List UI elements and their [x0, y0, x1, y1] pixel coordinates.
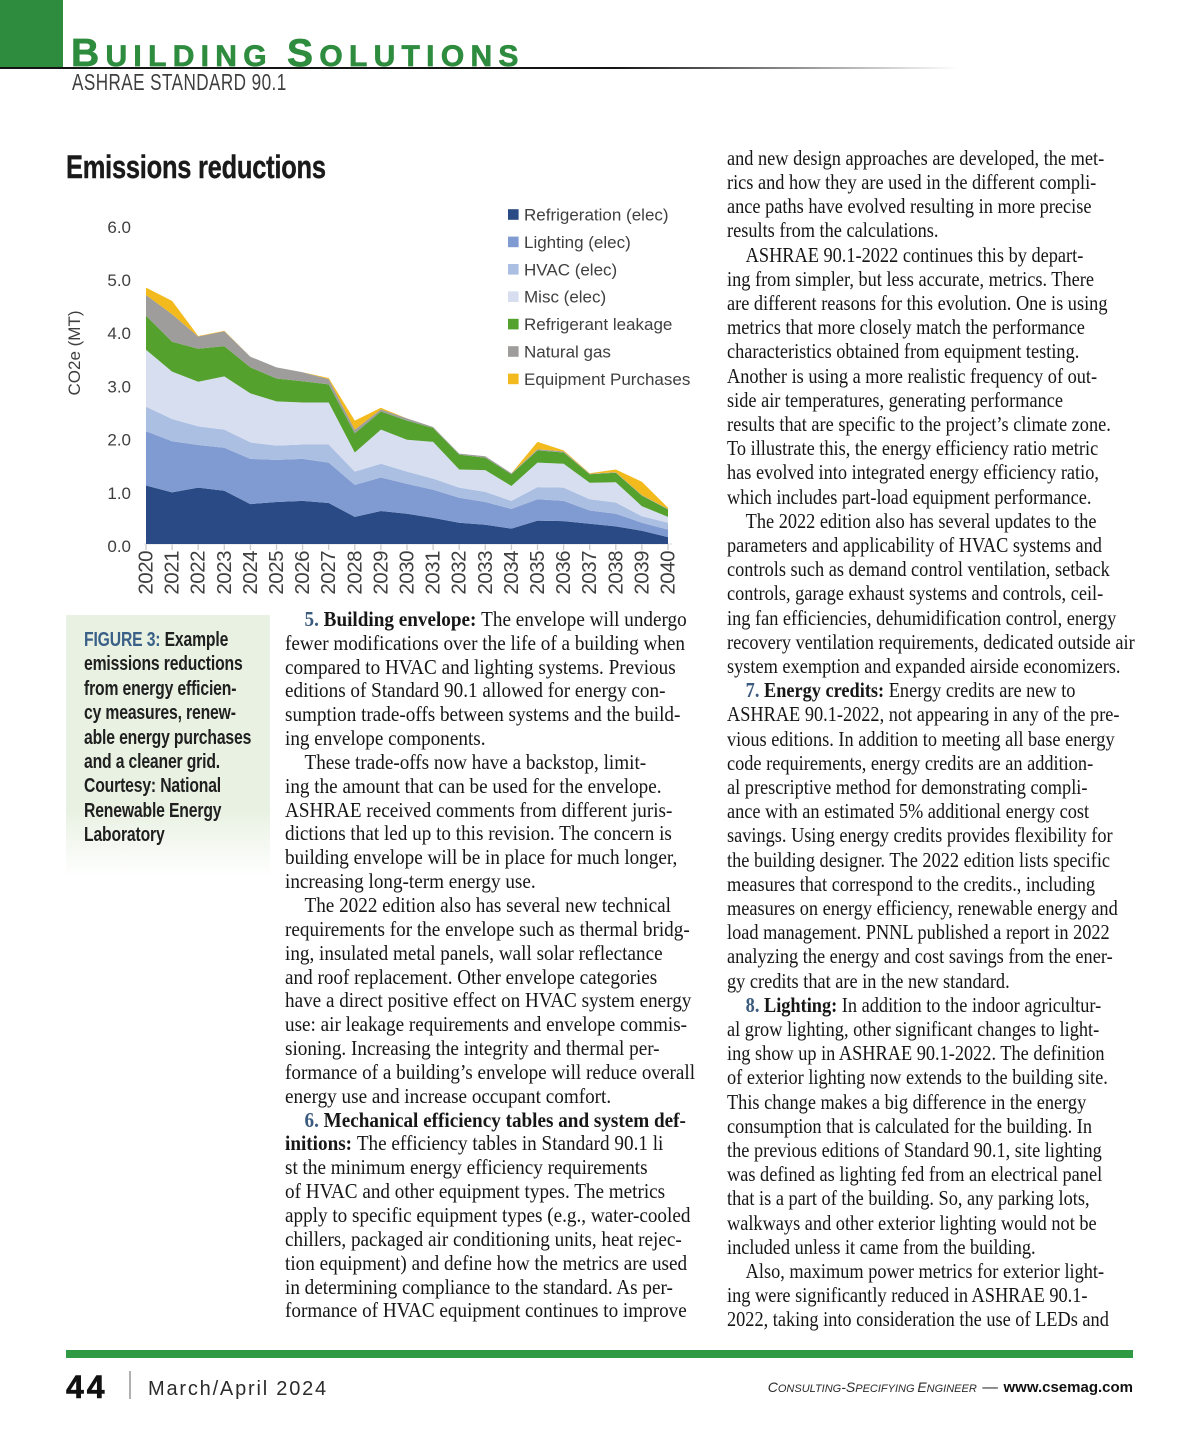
svg-text:HVAC (elec): HVAC (elec): [524, 260, 617, 279]
svg-text:2024: 2024: [239, 551, 262, 595]
svg-text:3.0: 3.0: [107, 377, 131, 396]
svg-text:Equipment Purchases: Equipment Purchases: [524, 370, 690, 389]
svg-text:5.0: 5.0: [107, 271, 131, 290]
svg-text:Lighting (elec): Lighting (elec): [524, 233, 631, 252]
svg-text:6.0: 6.0: [107, 218, 131, 237]
svg-text:2029: 2029: [369, 551, 392, 595]
svg-text:2033: 2033: [474, 551, 497, 595]
svg-text:2036: 2036: [552, 551, 575, 595]
svg-text:2032: 2032: [448, 551, 471, 595]
svg-text:2.0: 2.0: [107, 431, 131, 450]
svg-text:2040: 2040: [657, 551, 680, 595]
svg-text:2031: 2031: [422, 551, 445, 595]
svg-text:2038: 2038: [604, 551, 627, 595]
svg-text:Natural gas: Natural gas: [524, 343, 611, 362]
svg-text:2035: 2035: [526, 551, 549, 595]
svg-text:Refrigerant leakage: Refrigerant leakage: [524, 315, 672, 334]
svg-text:2021: 2021: [161, 551, 184, 595]
svg-text:2039: 2039: [630, 551, 653, 595]
svg-text:2034: 2034: [500, 551, 523, 595]
svg-text:2025: 2025: [265, 551, 288, 595]
svg-text:2026: 2026: [291, 551, 314, 595]
svg-text:2037: 2037: [578, 551, 601, 595]
svg-text:Misc (elec): Misc (elec): [524, 288, 606, 307]
svg-text:CO2e (MT): CO2e (MT): [65, 311, 84, 396]
svg-text:2020: 2020: [135, 551, 158, 595]
svg-text:2030: 2030: [396, 551, 419, 595]
svg-text:4.0: 4.0: [107, 324, 131, 343]
svg-text:Refrigeration (elec): Refrigeration (elec): [524, 206, 669, 225]
svg-text:2028: 2028: [343, 551, 366, 595]
svg-text:2023: 2023: [213, 551, 236, 595]
svg-text:0.0: 0.0: [107, 537, 131, 556]
svg-text:2027: 2027: [317, 551, 340, 595]
svg-text:1.0: 1.0: [107, 484, 131, 503]
svg-text:2022: 2022: [187, 551, 210, 595]
